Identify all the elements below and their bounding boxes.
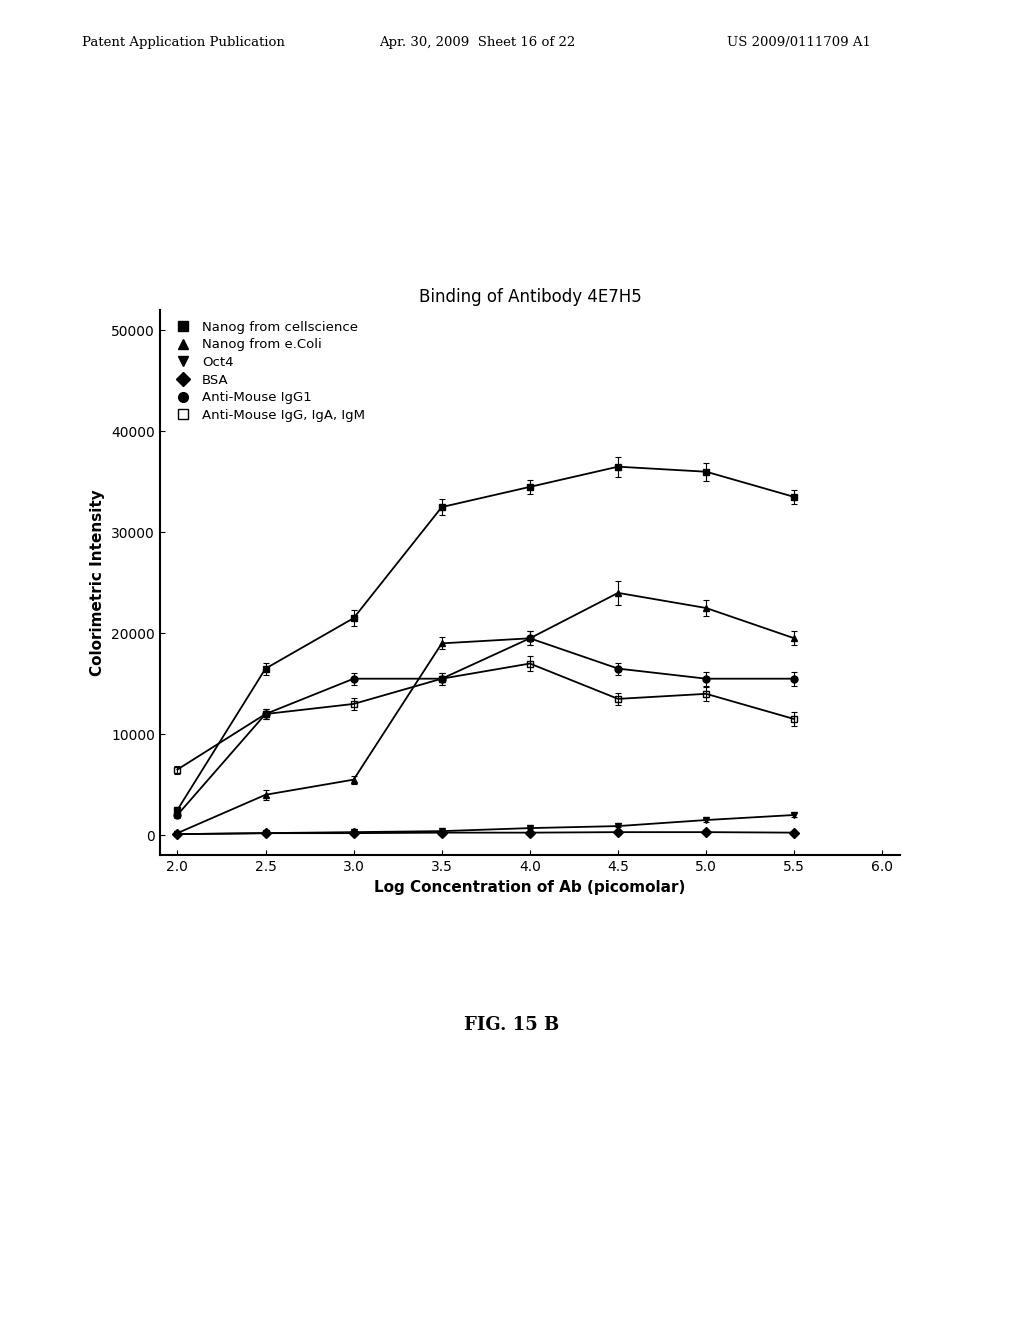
- Title: Binding of Antibody 4E7H5: Binding of Antibody 4E7H5: [419, 288, 641, 306]
- Text: US 2009/0111709 A1: US 2009/0111709 A1: [727, 36, 871, 49]
- Text: FIG. 15 B: FIG. 15 B: [464, 1015, 560, 1034]
- Y-axis label: Colorimetric Intensity: Colorimetric Intensity: [90, 490, 105, 676]
- Legend: Nanog from cellscience, Nanog from e.Coli, Oct4, BSA, Anti-Mouse IgG1, Anti-Mous: Nanog from cellscience, Nanog from e.Col…: [166, 317, 369, 426]
- X-axis label: Log Concentration of Ab (picomolar): Log Concentration of Ab (picomolar): [374, 879, 686, 895]
- Text: Patent Application Publication: Patent Application Publication: [82, 36, 285, 49]
- Text: Apr. 30, 2009  Sheet 16 of 22: Apr. 30, 2009 Sheet 16 of 22: [379, 36, 575, 49]
